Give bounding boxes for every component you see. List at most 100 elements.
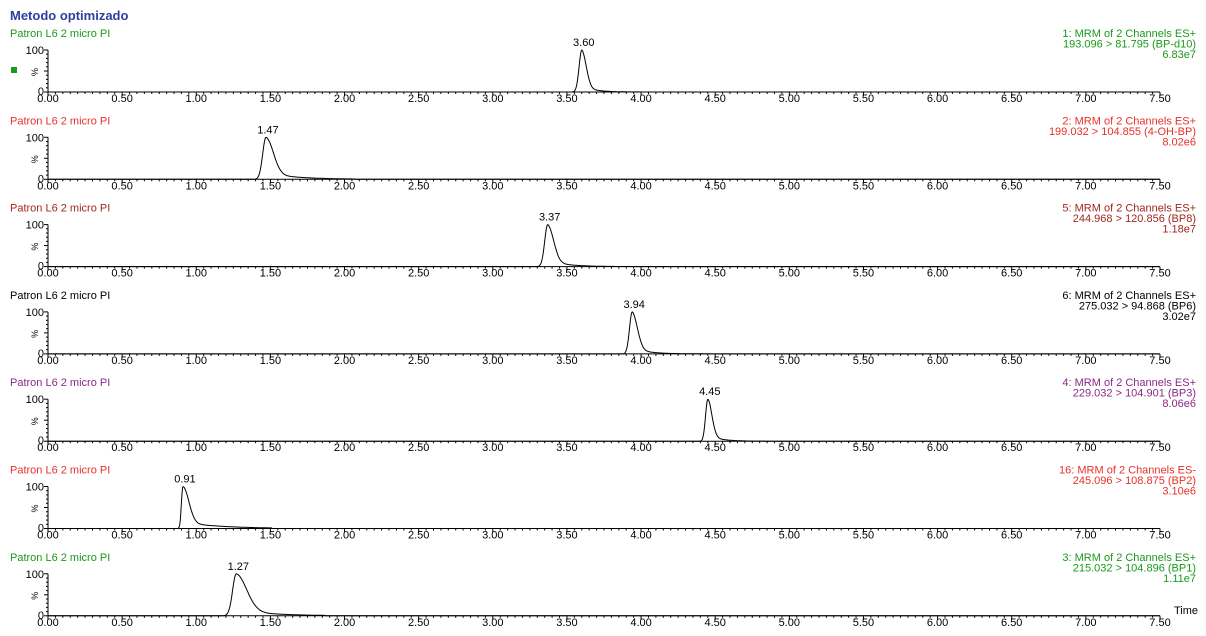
x-tick-label: 3.50 xyxy=(556,442,577,454)
y-min-label: 0 xyxy=(38,261,44,273)
y-unit-label: % xyxy=(30,243,40,251)
y-max-label: 100 xyxy=(26,307,44,319)
x-tick-label: 4.00 xyxy=(630,93,651,105)
x-tick-label: 7.00 xyxy=(1075,93,1096,105)
x-tick-label: 0.50 xyxy=(111,93,132,105)
x-tick-label: 6.00 xyxy=(927,355,948,367)
y-max-label: 100 xyxy=(26,394,44,406)
y-min-label: 0 xyxy=(38,523,44,535)
x-tick-label: 3.00 xyxy=(482,530,503,542)
x-tick-label: 7.00 xyxy=(1075,268,1096,280)
channel-label: 5: MRM of 2 Channels ES+ xyxy=(1062,203,1196,215)
x-tick-label: 6.50 xyxy=(1001,530,1022,542)
x-tick-label: 4.50 xyxy=(704,93,725,105)
x-tick-label: 3.50 xyxy=(556,93,577,105)
x-tick-label: 3.50 xyxy=(556,617,577,629)
x-tick-label: 2.50 xyxy=(408,268,429,280)
x-tick-label: 4.00 xyxy=(630,530,651,542)
x-tick-label: 6.00 xyxy=(927,180,948,192)
x-tick-label: 0.50 xyxy=(111,530,132,542)
y-max-label: 100 xyxy=(26,220,44,232)
x-tick-label: 2.00 xyxy=(334,530,355,542)
sample-name: Patron L6 2 micro PI xyxy=(10,115,110,127)
x-tick-label: 6.00 xyxy=(927,268,948,280)
x-tick-label: 1.50 xyxy=(260,530,281,542)
x-tick-label: 3.50 xyxy=(556,355,577,367)
x-tick-label: 7.50 xyxy=(1149,617,1170,629)
x-tick-label: 6.00 xyxy=(927,617,948,629)
x-tick-label: 0.00 xyxy=(37,93,58,105)
channel-label: 3: MRM of 2 Channels ES+ xyxy=(1062,552,1196,564)
y-unit-label: % xyxy=(30,504,40,512)
y-min-label: 0 xyxy=(38,348,44,360)
x-tick-label: 2.00 xyxy=(334,180,355,192)
x-tick-label: 0.50 xyxy=(111,355,132,367)
x-tick-label: 6.50 xyxy=(1001,180,1022,192)
x-tick-label: 0.50 xyxy=(111,617,132,629)
transition-label: 215.032 > 104.896 (BP1) xyxy=(1073,562,1196,574)
x-tick-label: 5.00 xyxy=(779,268,800,280)
peak-label: 3.60 xyxy=(573,37,594,49)
x-tick-label: 1.00 xyxy=(186,530,207,542)
x-tick-label: 4.00 xyxy=(630,180,651,192)
y-max-label: 100 xyxy=(26,45,44,57)
sample-name: Patron L6 2 micro PI xyxy=(10,552,110,564)
x-tick-label: 5.00 xyxy=(779,442,800,454)
sample-name: Patron L6 2 micro PI xyxy=(10,377,110,389)
x-tick-label: 7.50 xyxy=(1149,442,1170,454)
transition-label: 245.096 > 108.875 (BP2) xyxy=(1073,475,1196,487)
x-tick-label: 0.00 xyxy=(37,268,58,280)
x-tick-label: 6.00 xyxy=(927,530,948,542)
x-tick-label: 2.00 xyxy=(334,355,355,367)
x-tick-label: 1.50 xyxy=(260,180,281,192)
y-unit-label: % xyxy=(30,68,40,76)
x-tick-label: 3.00 xyxy=(482,180,503,192)
x-tick-label: 7.00 xyxy=(1075,442,1096,454)
x-tick-label: 3.00 xyxy=(482,442,503,454)
y-unit-label: % xyxy=(30,330,40,338)
x-tick-label: 0.00 xyxy=(37,180,58,192)
x-tick-label: 4.00 xyxy=(630,268,651,280)
x-tick-label: 0.00 xyxy=(37,530,58,542)
x-tick-label: 0.00 xyxy=(37,442,58,454)
x-tick-label: 2.50 xyxy=(408,180,429,192)
intensity-label: 8.02e6 xyxy=(1162,136,1196,148)
y-unit-label: % xyxy=(30,592,40,600)
x-tick-label: 2.50 xyxy=(408,617,429,629)
chromatogram-trace xyxy=(48,573,1160,617)
x-tick-label: 6.50 xyxy=(1001,355,1022,367)
x-tick-label: 0.50 xyxy=(111,268,132,280)
channel-label: 2: MRM of 2 Channels ES+ xyxy=(1062,115,1196,127)
x-tick-label: 6.00 xyxy=(927,442,948,454)
x-tick-label: 2.50 xyxy=(408,93,429,105)
chromatogram-trace xyxy=(48,398,1160,442)
x-tick-label: 4.50 xyxy=(704,530,725,542)
x-tick-label: 2.50 xyxy=(408,442,429,454)
x-tick-label: 5.50 xyxy=(853,442,874,454)
x-tick-label: 2.00 xyxy=(334,617,355,629)
transition-label: 199.032 > 104.855 (4-OH-BP) xyxy=(1049,126,1196,138)
x-tick-label: 4.50 xyxy=(704,355,725,367)
chart-title: Metodo optimizado xyxy=(10,8,129,23)
x-tick-label: 3.00 xyxy=(482,268,503,280)
x-tick-label: 2.00 xyxy=(334,268,355,280)
x-tick-label: 0.00 xyxy=(37,355,58,367)
y-max-label: 100 xyxy=(26,569,44,581)
x-tick-label: 5.50 xyxy=(853,617,874,629)
peak-label: 3.94 xyxy=(623,299,644,311)
x-tick-label: 1.50 xyxy=(260,355,281,367)
sample-name: Patron L6 2 micro PI xyxy=(10,203,110,215)
x-tick-label: 6.50 xyxy=(1001,93,1022,105)
transition-label: 193.096 > 81.795 (BP-d10) xyxy=(1063,39,1196,51)
x-tick-label: 5.00 xyxy=(779,93,800,105)
x-tick-label: 2.50 xyxy=(408,530,429,542)
chromatogram-trace xyxy=(48,224,1160,268)
x-tick-label: 4.50 xyxy=(704,617,725,629)
channel-label: 1: MRM of 2 Channels ES+ xyxy=(1062,28,1196,40)
x-tick-label: 2.50 xyxy=(408,355,429,367)
y-max-label: 100 xyxy=(26,132,44,144)
x-tick-label: 5.50 xyxy=(853,268,874,280)
x-tick-label: 7.50 xyxy=(1149,180,1170,192)
sample-name: Patron L6 2 micro PI xyxy=(10,465,110,477)
x-tick-label: 1.50 xyxy=(260,617,281,629)
